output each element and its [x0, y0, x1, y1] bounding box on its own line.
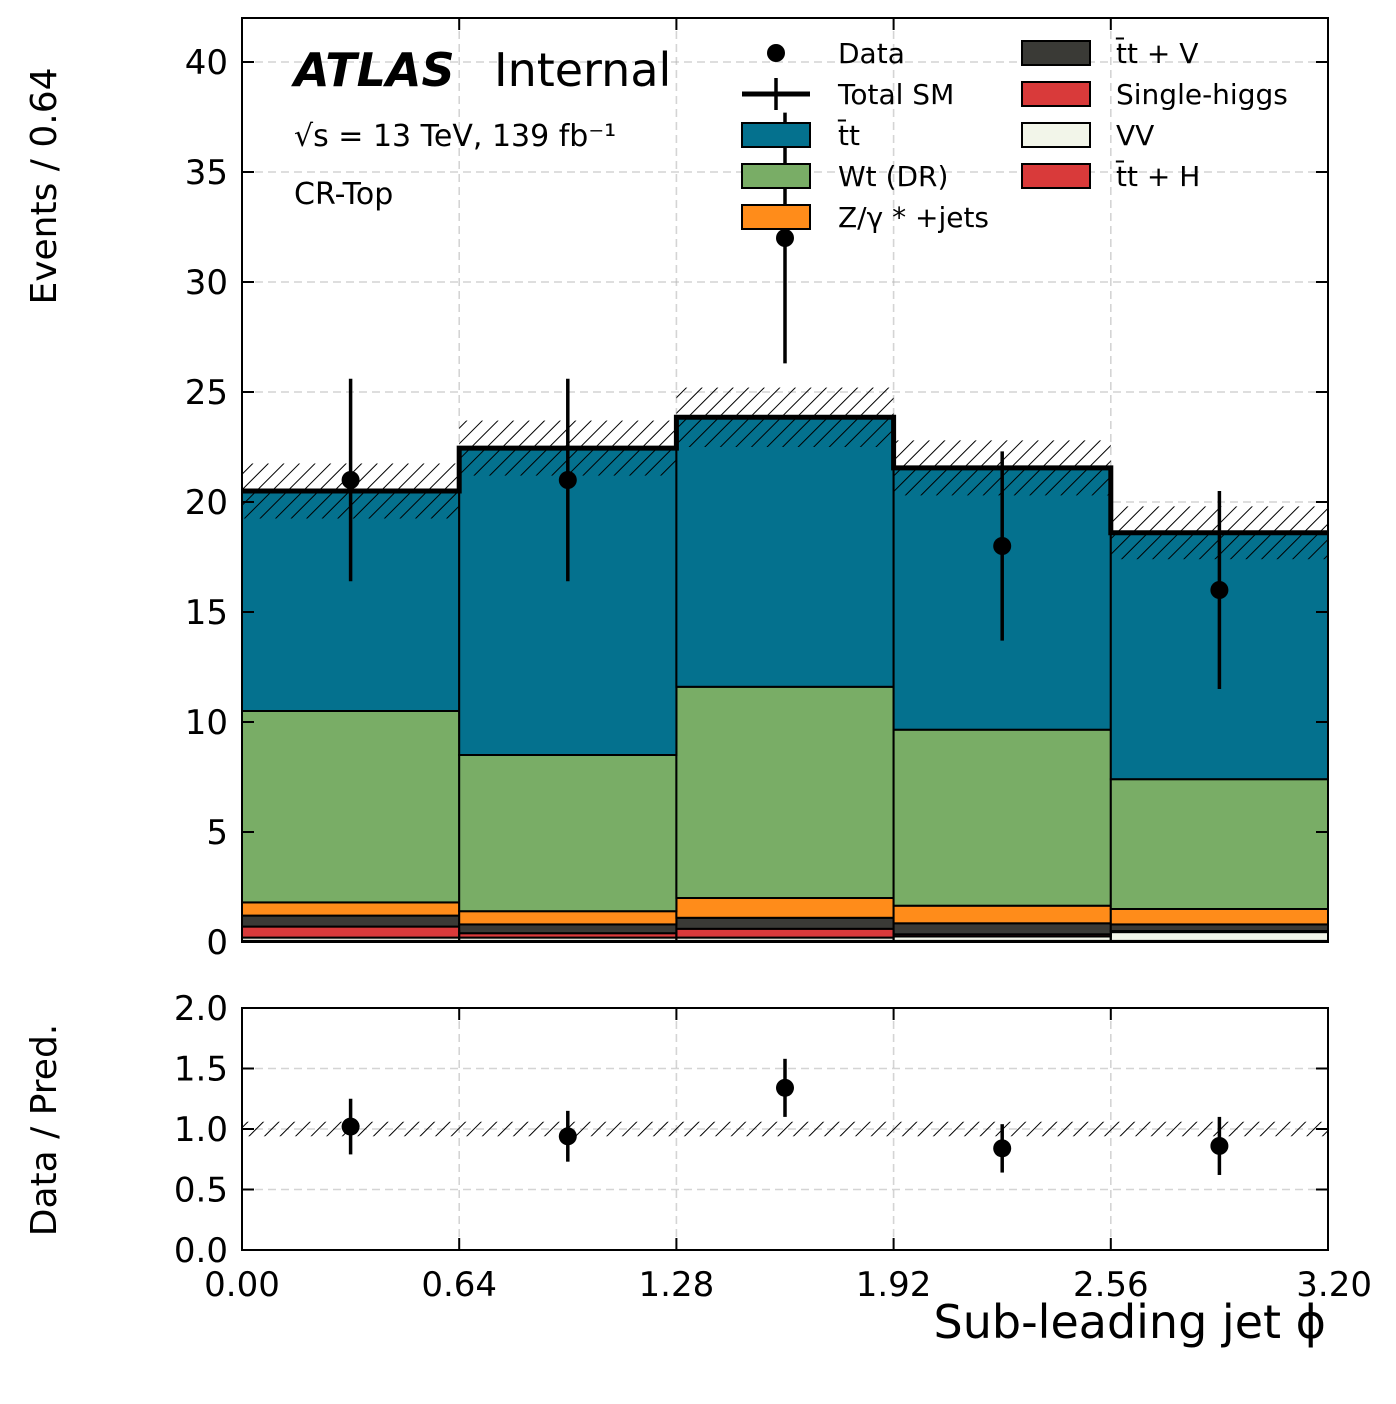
stack-bar [1109, 778, 1328, 911]
ratio-ticks: 0.0 0.5 1.0 1.5 2.0 [174, 989, 1329, 1271]
legend-label: Total SM [837, 78, 954, 111]
legend: Data Total SM t̄t Wt (DR) Z/γ * +jets t̄t + V… [741, 36, 1288, 234]
ratio-ytick-label: 1.5 [174, 1050, 228, 1090]
main-ytick-label: 30 [185, 263, 228, 303]
stack-bar [458, 754, 678, 913]
stack-bar [675, 685, 895, 899]
legend-label: Single-higgs [1116, 78, 1288, 111]
stack-bar [675, 897, 895, 919]
legend-label: Wt (DR) [838, 160, 948, 193]
stack-bar [242, 710, 461, 904]
x-tick-label: 1.28 [639, 1265, 715, 1305]
legend-swatch [741, 204, 811, 230]
legend-label: t̄t [837, 118, 860, 152]
legend-marker [767, 44, 785, 62]
stack-bar [675, 927, 895, 939]
x-tick-label: 0.64 [421, 1265, 497, 1305]
total-sm-line [242, 414, 1328, 536]
stack-bar [675, 916, 895, 930]
ratio-ytick-label: 0.5 [174, 1171, 228, 1211]
main-ytick-label: 35 [185, 153, 228, 193]
ratio-data-points [341, 1058, 1229, 1175]
legend-swatch [741, 122, 811, 148]
ratio-point [558, 1127, 577, 1146]
ratio-point [1210, 1136, 1229, 1155]
ratio-point [776, 1078, 794, 1097]
data-point [776, 229, 794, 247]
y-axis-title-ratio: Data / Pred. [24, 1024, 65, 1237]
ratio-point [993, 1139, 1012, 1158]
ratio-ytick-label: 2.0 [174, 989, 228, 1029]
energy-lumi-label: √s = 13 TeV, 139 fb⁻¹ [294, 119, 616, 154]
main-ytick-label: 40 [185, 43, 228, 83]
main-ticks: 0 5 10 15 20 25 30 35 40 [185, 18, 1329, 963]
x-tick-label: 0.00 [204, 1265, 280, 1305]
main-ytick-label: 10 [185, 703, 228, 743]
legend-label: t̄t + H [1115, 159, 1200, 193]
data-point [558, 471, 577, 489]
atlas-label: ATLAS Internal √s = 13 TeV, 139 fb⁻¹ CR-… [291, 43, 671, 212]
x-tick-label: 3.20 [1296, 1265, 1372, 1305]
x-tick-label: 1.92 [856, 1265, 932, 1305]
legend-swatch [1021, 163, 1091, 189]
atlas-status-label: Internal [494, 43, 671, 97]
region-label: CR-Top [294, 177, 393, 212]
legend-swatch [1021, 40, 1091, 66]
data-point [341, 471, 360, 489]
legend-label: Z/γ * +jets [838, 201, 989, 234]
ratio-ytick-label: 0.0 [174, 1231, 228, 1271]
x-axis-title: Sub-leading jet ϕ [934, 1295, 1326, 1349]
legend-label: t̄t + V [1115, 36, 1199, 70]
stack-bar [1109, 908, 1328, 926]
stack-bar [458, 910, 678, 926]
stack-bar [675, 416, 895, 688]
main-total-sm [242, 414, 1328, 536]
legend-swatch [1021, 122, 1091, 148]
stack-bar [892, 728, 1112, 907]
stack-bar [242, 925, 461, 939]
x-tick-label: 2.56 [1073, 1265, 1149, 1305]
main-ytick-label: 5 [206, 813, 228, 853]
main-ytick-label: 0 [206, 923, 228, 963]
ratio-uncertainty-band [242, 1121, 1328, 1137]
ratio-ytick-label: 1.0 [174, 1110, 228, 1150]
stack-bar [1109, 931, 1328, 942]
data-point [993, 537, 1012, 555]
main-ytick-label: 15 [185, 593, 228, 633]
main-plot-frame [241, 17, 1329, 943]
x-ticks: 0.00 0.64 1.28 1.92 2.56 3.20 [204, 1265, 1372, 1305]
atlas-experiment-label: ATLAS [291, 43, 455, 97]
y-axis-title-main: Events / 0.64 [24, 67, 65, 304]
legend-label: VV [1116, 119, 1154, 152]
stack-bar [242, 901, 461, 917]
legend-label: Data [838, 37, 905, 70]
stack-bar [892, 904, 1112, 925]
ratio-uncertainty-hatch [242, 1121, 1328, 1137]
stack-bar [458, 923, 678, 935]
main-ytick-label: 25 [185, 373, 228, 413]
data-point [1210, 581, 1229, 599]
stack-bar [242, 914, 461, 928]
main-ytick-label: 20 [185, 483, 228, 523]
stack-bar [892, 922, 1112, 936]
main-data-points [341, 112, 1229, 689]
legend-swatch [1021, 81, 1091, 107]
ratio-point [341, 1117, 360, 1136]
legend-swatch [741, 163, 811, 189]
